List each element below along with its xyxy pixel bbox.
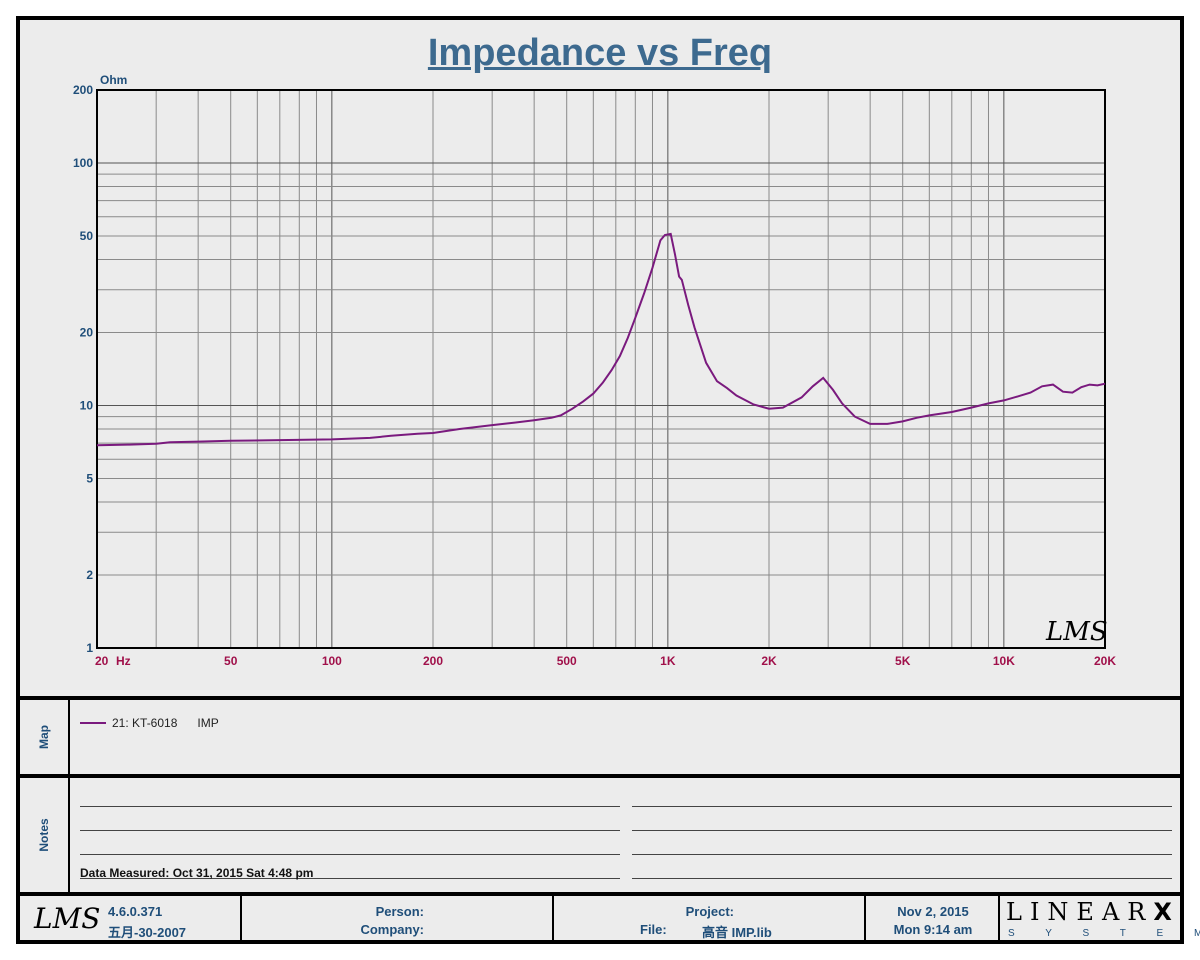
x-tick-labels: 20 50 100 200 500 1K 2K 5K 10K 20K [95, 654, 1116, 668]
date-text: Nov 2, 2015 [897, 904, 969, 919]
y-tick-label: 5 [86, 471, 93, 485]
x-unit-label: Hz [116, 654, 131, 668]
chart-section: Impedance vs Freq 1 2 5 10 20 50 100 200 20 50 10… [20, 20, 1180, 696]
legend-series-type: IMP [197, 716, 219, 730]
y-axis-label: Ohm [100, 73, 127, 87]
note-line[interactable] [80, 830, 620, 831]
y-tick-label: 100 [73, 156, 93, 170]
legend-item: 21: KT-6018 IMP [80, 716, 219, 730]
x-tick-label: 200 [423, 654, 443, 668]
grid-layer [97, 90, 1105, 648]
company-label: Company: [360, 922, 424, 937]
note-line[interactable] [80, 878, 620, 879]
lms-watermark: LMS [1045, 617, 1108, 647]
y-tick-label: 1 [86, 641, 93, 655]
footer-project-cell: Project: File: 高音 IMP.lib [554, 896, 866, 944]
y-tick-label: 10 [80, 398, 94, 412]
footer-version-cell: LMS 4.6.0.371 五月-30-2007 [20, 896, 242, 944]
x-tick-label: 1K [660, 654, 676, 668]
data-measured-text: Data Measured: Oct 31, 2015 Sat 4:48 pm [80, 866, 314, 880]
y-tick-label: 20 [80, 326, 94, 340]
time-text: Mon 9:14 am [893, 922, 973, 937]
report-frame: Impedance vs Freq 1 2 5 10 20 50 100 200 20 50 10… [16, 16, 1200, 944]
build-date-text: 五月-30-2007 [108, 925, 187, 940]
map-side-label: Map [37, 725, 51, 749]
lms-logo: LMS [34, 902, 101, 935]
person-label: Person: [375, 904, 424, 919]
legend-swatch [80, 722, 106, 724]
series-line-kt-6018 [96, 232, 1106, 447]
notes-side-column: Notes [20, 778, 70, 892]
x-tick-label: 500 [557, 654, 577, 668]
file-name: 高音 IMP.lib [702, 925, 772, 940]
y-tick-label: 50 [80, 229, 94, 243]
note-line[interactable] [632, 878, 1172, 879]
x-tick-label: 10K [993, 654, 1015, 668]
map-section: Map 21: KT-6018 IMP [20, 696, 1180, 774]
x-tick-label: 50 [224, 654, 238, 668]
note-line[interactable] [80, 806, 620, 807]
y-tick-labels: 1 2 5 10 20 50 100 200 [73, 83, 93, 655]
x-tick-label: 20 [95, 654, 109, 668]
chart-title: Impedance vs Freq [427, 32, 773, 74]
x-tick-label: 100 [322, 654, 342, 668]
footer-brand-cell: LINEARX S Y S T E M S [1000, 896, 1200, 944]
notes-section: Notes Data Measured: Oct 31, 2015 Sat 4:… [20, 774, 1180, 892]
footer-section: LMS 4.6.0.371 五月-30-2007 Person: Company… [20, 892, 1200, 944]
brand-text: LINEAR [1006, 898, 1154, 926]
project-label: Project: [685, 904, 734, 919]
footer-person-cell: Person: Company: [242, 896, 554, 944]
plot-border [96, 89, 1106, 649]
y-tick-label: 200 [73, 83, 93, 97]
y-tick-label: 2 [86, 568, 93, 582]
brand-x: X [1153, 898, 1172, 926]
brand-logo: LINEARX [1006, 898, 1172, 926]
note-line[interactable] [632, 854, 1172, 855]
file-label: File: [640, 922, 667, 937]
note-line[interactable] [632, 806, 1172, 807]
notes-side-label: Notes [37, 818, 51, 852]
legend-series-name: 21: KT-6018 [112, 716, 178, 730]
map-side-column: Map [20, 700, 70, 774]
footer-date-cell: Nov 2, 2015 Mon 9:14 am [866, 896, 1000, 944]
version-text: 4.6.0.371 [108, 904, 163, 919]
brand-subtitle: S Y S T E M S [1008, 928, 1200, 939]
x-tick-label: 5K [895, 654, 911, 668]
note-line[interactable] [632, 830, 1172, 831]
x-tick-label: 20K [1094, 654, 1116, 668]
note-line[interactable] [80, 854, 620, 855]
x-tick-label: 2K [761, 654, 777, 668]
